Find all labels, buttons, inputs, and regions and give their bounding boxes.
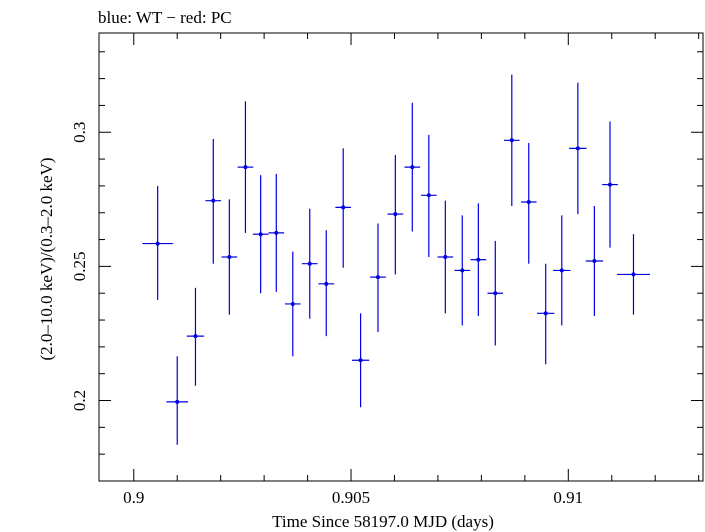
data-point bbox=[205, 138, 222, 264]
point-marker bbox=[324, 281, 329, 286]
point-marker bbox=[509, 138, 514, 143]
chart-title: blue: WT − red: PC bbox=[98, 8, 232, 27]
point-marker bbox=[476, 257, 481, 262]
point-marker bbox=[211, 198, 216, 203]
data-point bbox=[602, 121, 618, 248]
data-point bbox=[454, 215, 471, 326]
data-point bbox=[520, 142, 537, 264]
data-point bbox=[387, 155, 404, 275]
data-point bbox=[585, 206, 604, 317]
data-point bbox=[537, 263, 555, 365]
point-marker bbox=[592, 259, 597, 264]
plot-frame bbox=[98, 32, 704, 482]
data-point bbox=[268, 173, 285, 292]
data-point bbox=[470, 203, 487, 317]
x-tick-label: 0.91 bbox=[553, 488, 583, 507]
point-marker bbox=[375, 275, 380, 280]
data-point bbox=[142, 185, 173, 300]
axis-ticks bbox=[99, 33, 703, 482]
data-point bbox=[420, 134, 437, 257]
point-marker bbox=[274, 230, 279, 235]
x-tick-labels: 0.9 0.905 0.91 bbox=[123, 488, 583, 507]
data-point bbox=[351, 313, 370, 408]
point-marker bbox=[493, 291, 498, 296]
data-point bbox=[487, 240, 504, 346]
point-marker bbox=[608, 182, 613, 187]
data-point bbox=[335, 148, 352, 268]
data-point bbox=[370, 223, 386, 333]
data-point bbox=[166, 356, 189, 445]
point-marker bbox=[443, 255, 448, 259]
point-marker bbox=[393, 212, 398, 217]
data-point bbox=[437, 200, 454, 314]
x-tick-label: 0.9 bbox=[123, 488, 144, 507]
data-point bbox=[301, 208, 318, 319]
point-marker bbox=[559, 268, 564, 273]
point-marker bbox=[631, 272, 636, 277]
data-point bbox=[616, 234, 650, 315]
y-axis-label: (2.0–10.0 keV)/(0.3–2.0 keV) bbox=[37, 157, 56, 360]
point-marker bbox=[460, 268, 465, 273]
point-marker bbox=[410, 165, 415, 170]
x-tick-label: 0.905 bbox=[332, 488, 370, 507]
data-point bbox=[186, 287, 205, 386]
data-point bbox=[237, 101, 254, 233]
y-tick-labels: 0.2 0.25 0.3 bbox=[70, 122, 89, 412]
data-points bbox=[142, 74, 650, 445]
point-marker bbox=[290, 301, 295, 306]
y-tick-label: 0.3 bbox=[70, 122, 89, 143]
point-marker bbox=[307, 261, 312, 266]
x-axis-label: Time Since 58197.0 MJD (days) bbox=[272, 512, 494, 531]
point-marker bbox=[175, 399, 180, 404]
data-point bbox=[318, 230, 335, 337]
point-marker bbox=[258, 232, 263, 237]
point-marker bbox=[543, 311, 548, 316]
data-point bbox=[404, 102, 421, 232]
point-marker bbox=[426, 193, 431, 198]
y-tick-label: 0.2 bbox=[70, 390, 89, 411]
data-point bbox=[553, 215, 571, 326]
data-point bbox=[503, 74, 520, 207]
data-point bbox=[221, 199, 238, 315]
data-point bbox=[252, 175, 269, 294]
point-marker bbox=[341, 205, 346, 210]
data-point bbox=[284, 251, 301, 357]
point-marker bbox=[243, 165, 248, 170]
point-marker bbox=[227, 255, 232, 259]
data-point bbox=[569, 82, 587, 215]
point-marker bbox=[358, 358, 363, 363]
point-marker bbox=[526, 200, 531, 205]
point-marker bbox=[193, 334, 198, 339]
point-marker bbox=[575, 146, 580, 151]
y-tick-label: 0.25 bbox=[70, 252, 89, 282]
point-marker bbox=[155, 241, 160, 246]
